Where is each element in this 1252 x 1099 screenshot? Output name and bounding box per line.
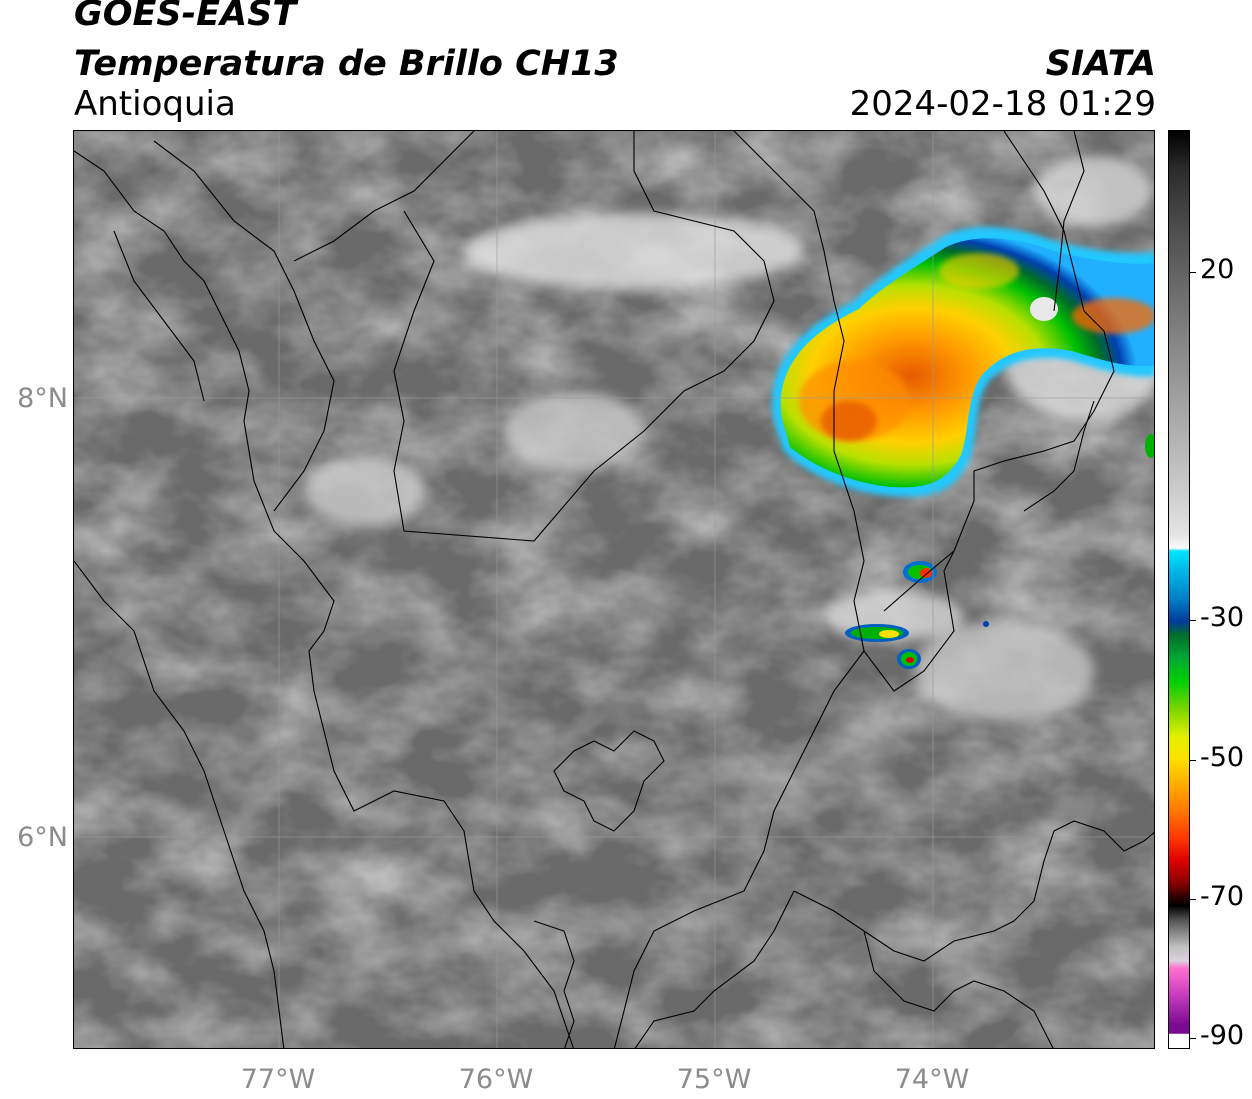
agency-label: SIATA	[1045, 44, 1156, 84]
convective-storm	[772, 227, 1154, 497]
lat-label-8n: 8°N	[17, 383, 68, 414]
lon-label-74w: 74°W	[894, 1064, 970, 1095]
region-label: Antioquia	[74, 84, 236, 124]
colorbar-label: -50	[1200, 742, 1245, 773]
colorbar-label: -90	[1200, 1020, 1245, 1051]
lon-label-76w: 76°W	[458, 1064, 534, 1095]
satellite-title: GOES-EAST	[74, 0, 297, 34]
datetime-label: 2024-02-18 01:29	[849, 84, 1156, 124]
colorbar-tick	[1189, 272, 1196, 273]
map-canvas	[74, 131, 1154, 1048]
lon-label-75w: 75°W	[676, 1064, 752, 1095]
colorbar-tick	[1189, 899, 1196, 900]
colorbar-tick	[1189, 760, 1196, 761]
admin-boundaries	[74, 131, 1154, 1048]
colorbar-label: -70	[1200, 881, 1245, 912]
product-title: Temperatura de Brillo CH13	[74, 44, 619, 84]
temperature-colorbar	[1168, 130, 1190, 1049]
colorbar-tick	[1189, 1038, 1196, 1039]
lat-label-6n: 6°N	[17, 822, 68, 853]
colorbar-label: 20	[1200, 254, 1235, 285]
satellite-map[interactable]	[73, 130, 1155, 1049]
colorbar-tick	[1189, 620, 1196, 621]
graticule	[74, 131, 1154, 1048]
colorbar-label: -30	[1200, 602, 1245, 633]
lon-label-77w: 77°W	[240, 1064, 316, 1095]
